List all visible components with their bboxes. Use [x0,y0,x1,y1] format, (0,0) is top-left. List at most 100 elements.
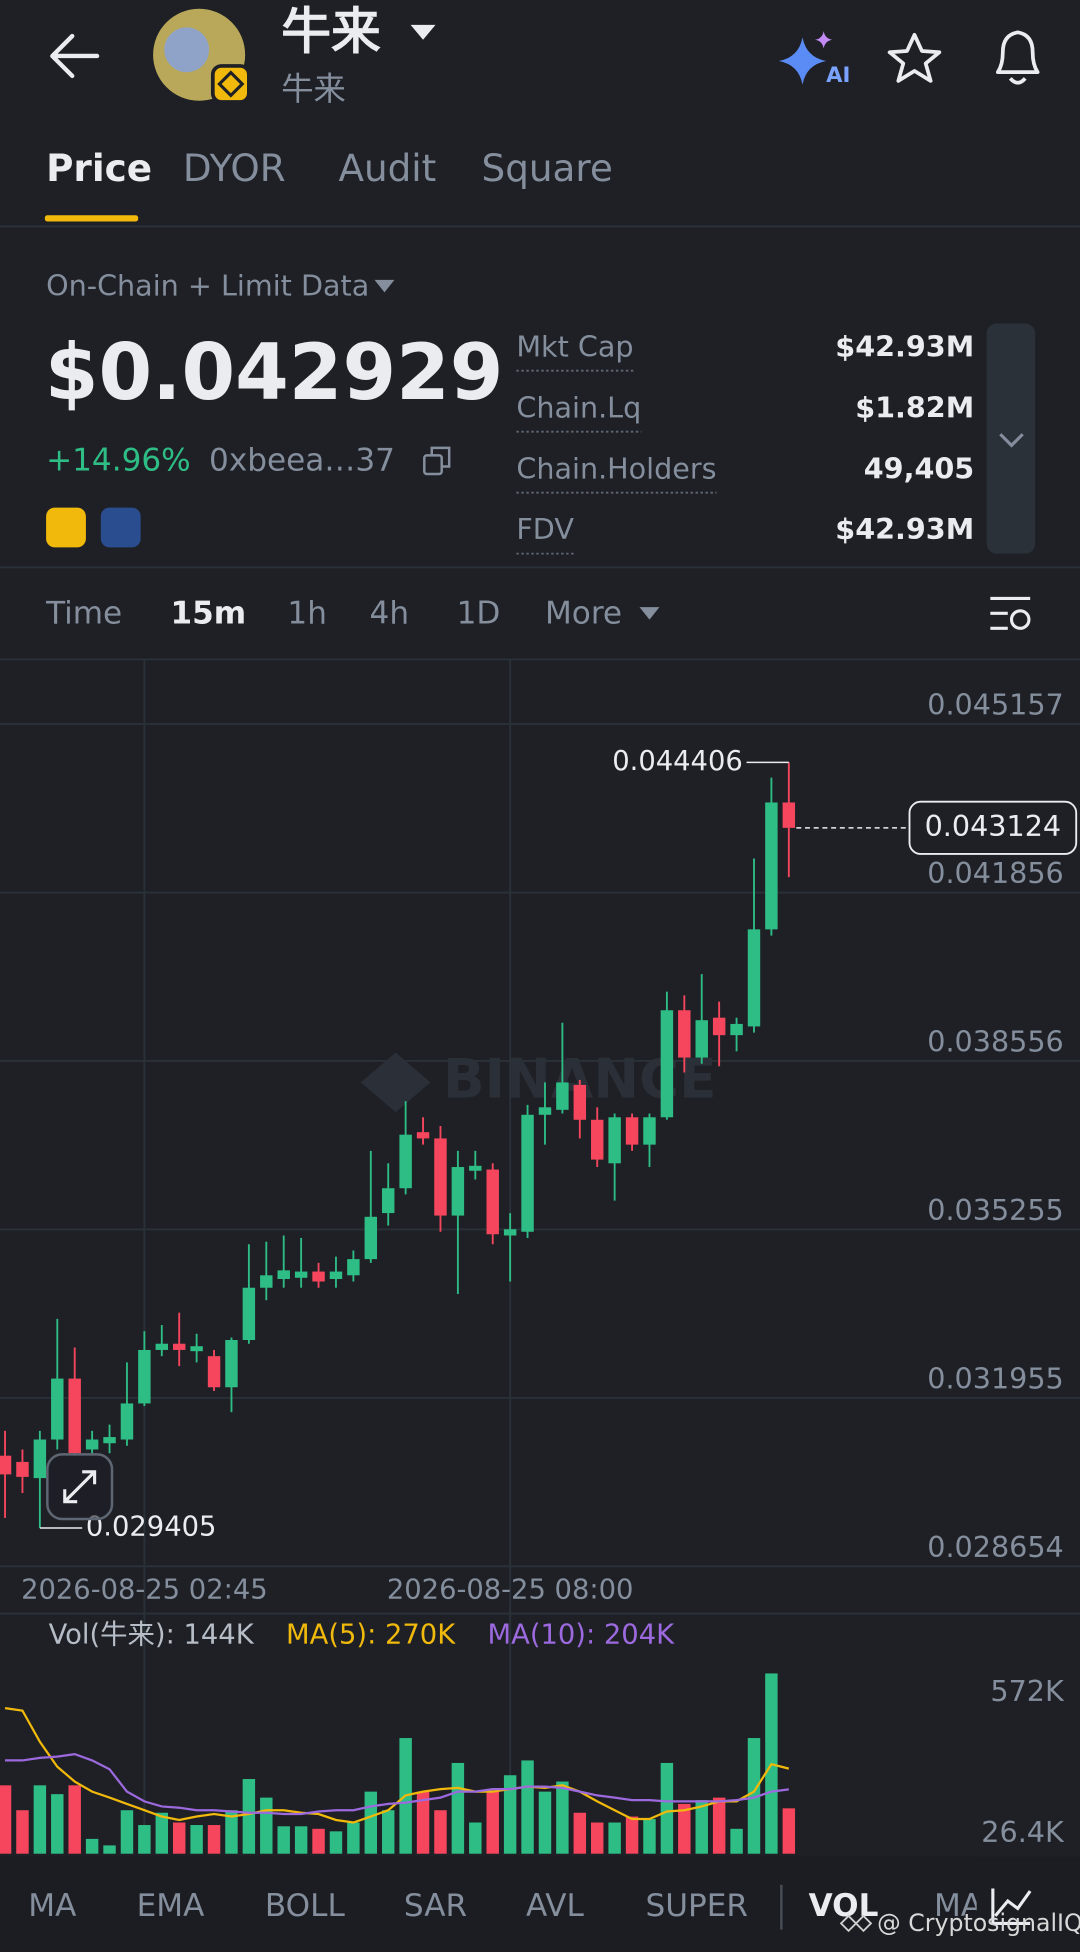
candle-body [765,802,778,930]
credit: @ CryptosignalIQ [877,1909,1080,1937]
volume-bar [521,1760,534,1854]
interval[interactable]: 15m [171,596,247,632]
source-dropdown[interactable] [374,279,395,293]
candle-body [521,1114,534,1232]
indicator[interactable]: BOLL [265,1888,346,1924]
volume-bar [625,1816,639,1854]
volume-bar [85,1838,99,1854]
volume-bar [556,1781,569,1854]
copy-button[interactable] [423,446,451,476]
stat-label: Mkt Cap [516,329,633,363]
candle-body [0,1455,12,1475]
tab[interactable]: Audit [338,146,436,190]
y-tick-label: 0.038556 [927,1025,1064,1059]
volume-bar [347,1822,360,1854]
indicator[interactable]: SAR [404,1888,467,1924]
back-button[interactable] [50,33,100,79]
indicator[interactable]: MA [934,1888,983,1924]
candle-body [51,1378,64,1440]
volume-bar [451,1762,465,1854]
tab[interactable]: Square [482,146,613,190]
title-dropdown[interactable] [410,24,436,40]
volume-bar [207,1825,221,1854]
expand-chevron [999,433,1024,448]
alert-button[interactable] [995,30,1040,85]
data-source[interactable]: On-Chain + Limit Data [46,268,369,302]
volume-bar [0,1785,12,1854]
candle-body [643,1117,656,1145]
contract-address: 0xbeea…37 [209,443,395,479]
interval[interactable]: 4h [370,596,410,632]
credit-icon [839,1914,873,1933]
volume-bar [364,1791,378,1854]
volume-bar [103,1845,116,1854]
y-tick-label: 0.035255 [927,1193,1064,1227]
volume-bar [190,1825,203,1854]
active-tab-indicator [44,215,139,222]
candle-body [712,1017,726,1036]
candle-body [486,1169,499,1235]
indicator-bar [0,1856,1080,1952]
indicator[interactable]: EMA [137,1888,205,1924]
volume-bar [155,1812,169,1854]
volume-bar [591,1822,604,1854]
x-tick-label: 2026-08-25 08:00 [387,1575,634,1606]
last-price-label: 0.043124 [925,809,1062,843]
interval[interactable]: Time [45,596,122,632]
candle-body [207,1356,221,1388]
volume-bar [678,1803,691,1854]
stat-value: $42.93M [835,512,974,546]
price-change: +14.96% [46,443,191,479]
volume-bar [538,1791,552,1854]
volume-bar [434,1810,447,1854]
expand-stats[interactable] [986,323,1036,554]
candle-body [451,1167,465,1216]
more-dropdown[interactable] [639,607,660,620]
volume-bar [660,1762,674,1854]
candle-body [747,929,761,1027]
low-label: 0.029405 [86,1512,217,1543]
y-tick-label: 0.041856 [927,856,1064,890]
interval[interactable]: 1h [287,596,327,632]
legend-entry: MA(10): 204K [488,1619,676,1650]
volume-bar [643,1819,656,1854]
volume-bar [312,1828,325,1854]
indicator-settings[interactable] [991,1888,1032,1925]
volume-bar [33,1785,47,1854]
interval[interactable]: More [545,596,622,632]
candle-body [155,1343,169,1350]
y-tick-label: 26.4K [981,1815,1065,1849]
tab[interactable]: DYOR [183,146,286,190]
volume-bar [573,1812,587,1854]
stat-label: Chain.Holders [516,451,716,485]
indicator[interactable]: MA [28,1888,77,1924]
chart-settings[interactable] [990,596,1031,630]
volume-bar [277,1826,290,1854]
candle-body [190,1346,203,1352]
high-label: 0.044406 [612,746,743,777]
stat-label: Chain.Lq [516,390,641,424]
indicator[interactable]: VOL [809,1888,879,1924]
volume-bar [138,1825,151,1854]
candle-body [625,1117,639,1145]
ai-label: AI [826,62,850,87]
candle-body [730,1023,743,1036]
candle-body [120,1403,134,1440]
token-title[interactable]: 牛来 [281,2,381,60]
volume-bar [608,1822,621,1854]
candle-body [782,802,796,828]
token-avatar [153,8,251,104]
indicator[interactable]: AVL [526,1888,585,1924]
indicator[interactable]: SUPER [646,1888,748,1924]
stat-value: 49,405 [864,451,974,485]
y-tick-label: 0.031955 [927,1361,1064,1395]
tab[interactable]: Price [46,146,152,190]
volume-bar [486,1791,499,1854]
ai-button[interactable]: AI [778,31,850,87]
interval[interactable]: 1D [457,596,501,632]
stat-value: $42.93M [835,329,974,363]
favorite-button[interactable] [887,32,942,83]
candle-body [225,1339,238,1388]
